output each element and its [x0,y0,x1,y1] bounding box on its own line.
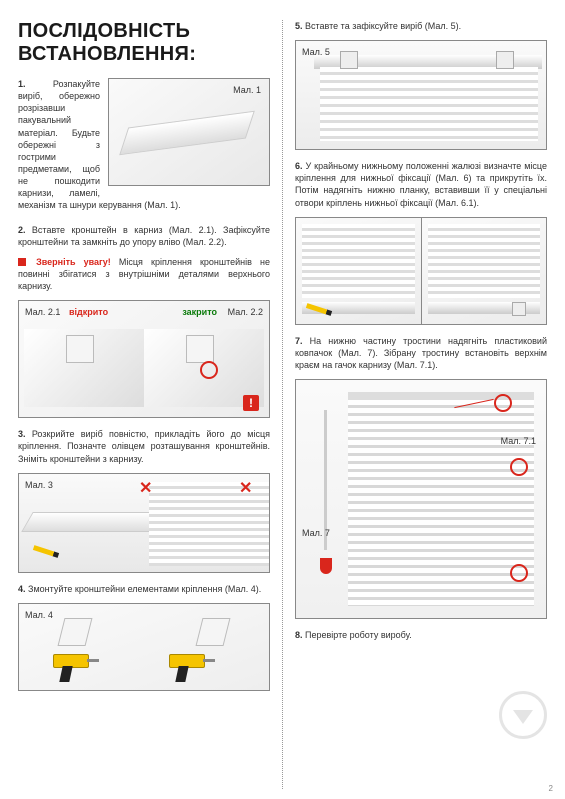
fig7-cap-icon [320,558,332,574]
step-8-body: Перевірте роботу виробу. [305,630,412,640]
step-8-num: 8. [295,630,303,640]
page-title: ПОСЛІДОВНІСТЬ ВСТАНОВЛЕННЯ: [18,20,270,66]
page: ПОСЛІДОВНІСТЬ ВСТАНОВЛЕННЯ: Мал. 1 1. Ро… [0,0,565,799]
warning-icon [18,258,26,266]
step-5-text: 5. Вставте та зафіксуйте виріб (Мал. 5). [295,20,547,32]
step-5-body: Вставте та зафіксуйте виріб (Мал. 5). [305,21,461,31]
fig7-blind-graphic [348,392,534,606]
step-3-num: 3. [18,429,26,439]
figure-3: Мал. 3 ✕ ✕ [18,473,270,573]
step-4-text: 4. Змонтуйте кронштейни елементами кріпл… [18,583,270,595]
figure-1: Мал. 1 [108,78,270,186]
highlight-circle-icon [200,361,218,379]
bracket-icon [66,335,94,363]
step-3-body: Розкрийте виріб повністю, прикладіть йог… [18,429,270,463]
page-number: 2 [549,784,553,793]
highlight-circle-icon [510,458,528,476]
figure-2-2-label: Мал. 2.2 [228,307,263,317]
figure-5: Мал. 5 [295,40,547,150]
figure-6-left: Мал. 6 [295,217,421,325]
step-7-body: На нижню частину тростини надягніть плас… [295,336,547,370]
mount-icon [512,302,526,316]
figure-1-label: Мал. 1 [233,85,261,95]
highlight-circle-icon [510,564,528,582]
fig1-rail-graphic [119,111,255,155]
right-column: 5. Вставте та зафіксуйте виріб (Мал. 5).… [283,20,547,789]
step-2-num: 2. [18,225,26,235]
step-6-text: 6. У крайньому нижньому положенні жалюзі… [295,160,547,209]
figure-2: Мал. 2.1 відкрито закрито Мал. 2.2 ! [18,300,270,418]
figure-3-label: Мал. 3 [25,480,53,490]
step-1-block: Мал. 1 1. Розпакуйте виріб, обережно роз… [18,78,270,220]
x-mark-icon: ✕ [239,478,253,492]
bracket-icon [196,618,231,646]
warning-text: Зверніть увагу! Місця кріплення кронштей… [18,256,270,292]
x-mark-icon: ✕ [139,478,153,492]
figure-6: Мал. 6 Мал. 6.1 [295,217,547,325]
mount-icon [496,51,514,69]
bracket-icon [186,335,214,363]
warning-label: Зверніть увагу! [36,257,111,267]
fig6-slats-graphic [302,224,415,298]
step-3-text: 3. Розкрийте виріб повністю, прикладіть … [18,428,270,464]
step-6-body: У крайньому нижньому положенні жалюзі ви… [295,161,547,207]
figure-7: Мал. 7 Мал. 7.1 [295,379,547,619]
drill-icon [53,654,97,682]
closed-label: закрито [182,307,217,317]
fig5-blind-graphic [320,67,538,141]
step-6-num: 6. [295,161,303,171]
figure-4-label: Мал. 4 [25,610,53,620]
download-watermark-icon [499,691,547,739]
figure-4: Мал. 4 [18,603,270,691]
step-1-num: 1. [18,79,26,89]
step-7-text: 7. На нижню частину тростини надягніть п… [295,335,547,371]
figure-7-label: Мал. 7 [302,528,330,538]
left-column: ПОСЛІДОВНІСТЬ ВСТАНОВЛЕННЯ: Мал. 1 1. Ро… [18,20,282,789]
mount-icon [340,51,358,69]
step-4-body: Змонтуйте кронштейни елементами кріпленн… [28,584,261,594]
step-2-body: Вставте кронштейн в карниз (Мал. 2.1). З… [18,225,270,247]
figure-2-1-label: Мал. 2.1 [25,307,60,317]
fig6-slats-graphic [428,224,541,298]
alert-icon: ! [243,395,259,411]
step-4-num: 4. [18,584,26,594]
step-2-text: 2. Вставте кронштейн в карниз (Мал. 2.1)… [18,224,270,248]
fig2-left-graphic [24,329,144,407]
figure-7-1-label: Мал. 7.1 [501,436,536,446]
drill-icon [169,654,213,682]
step-5-num: 5. [295,21,303,31]
highlight-circle-icon [494,394,512,412]
step-7-num: 7. [295,336,303,346]
bracket-icon [58,618,93,646]
pencil-icon [33,545,59,558]
open-label: відкрито [69,307,108,317]
step-8-text: 8. Перевірте роботу виробу. [295,629,547,641]
figure-6-right: Мал. 6.1 [421,217,548,325]
